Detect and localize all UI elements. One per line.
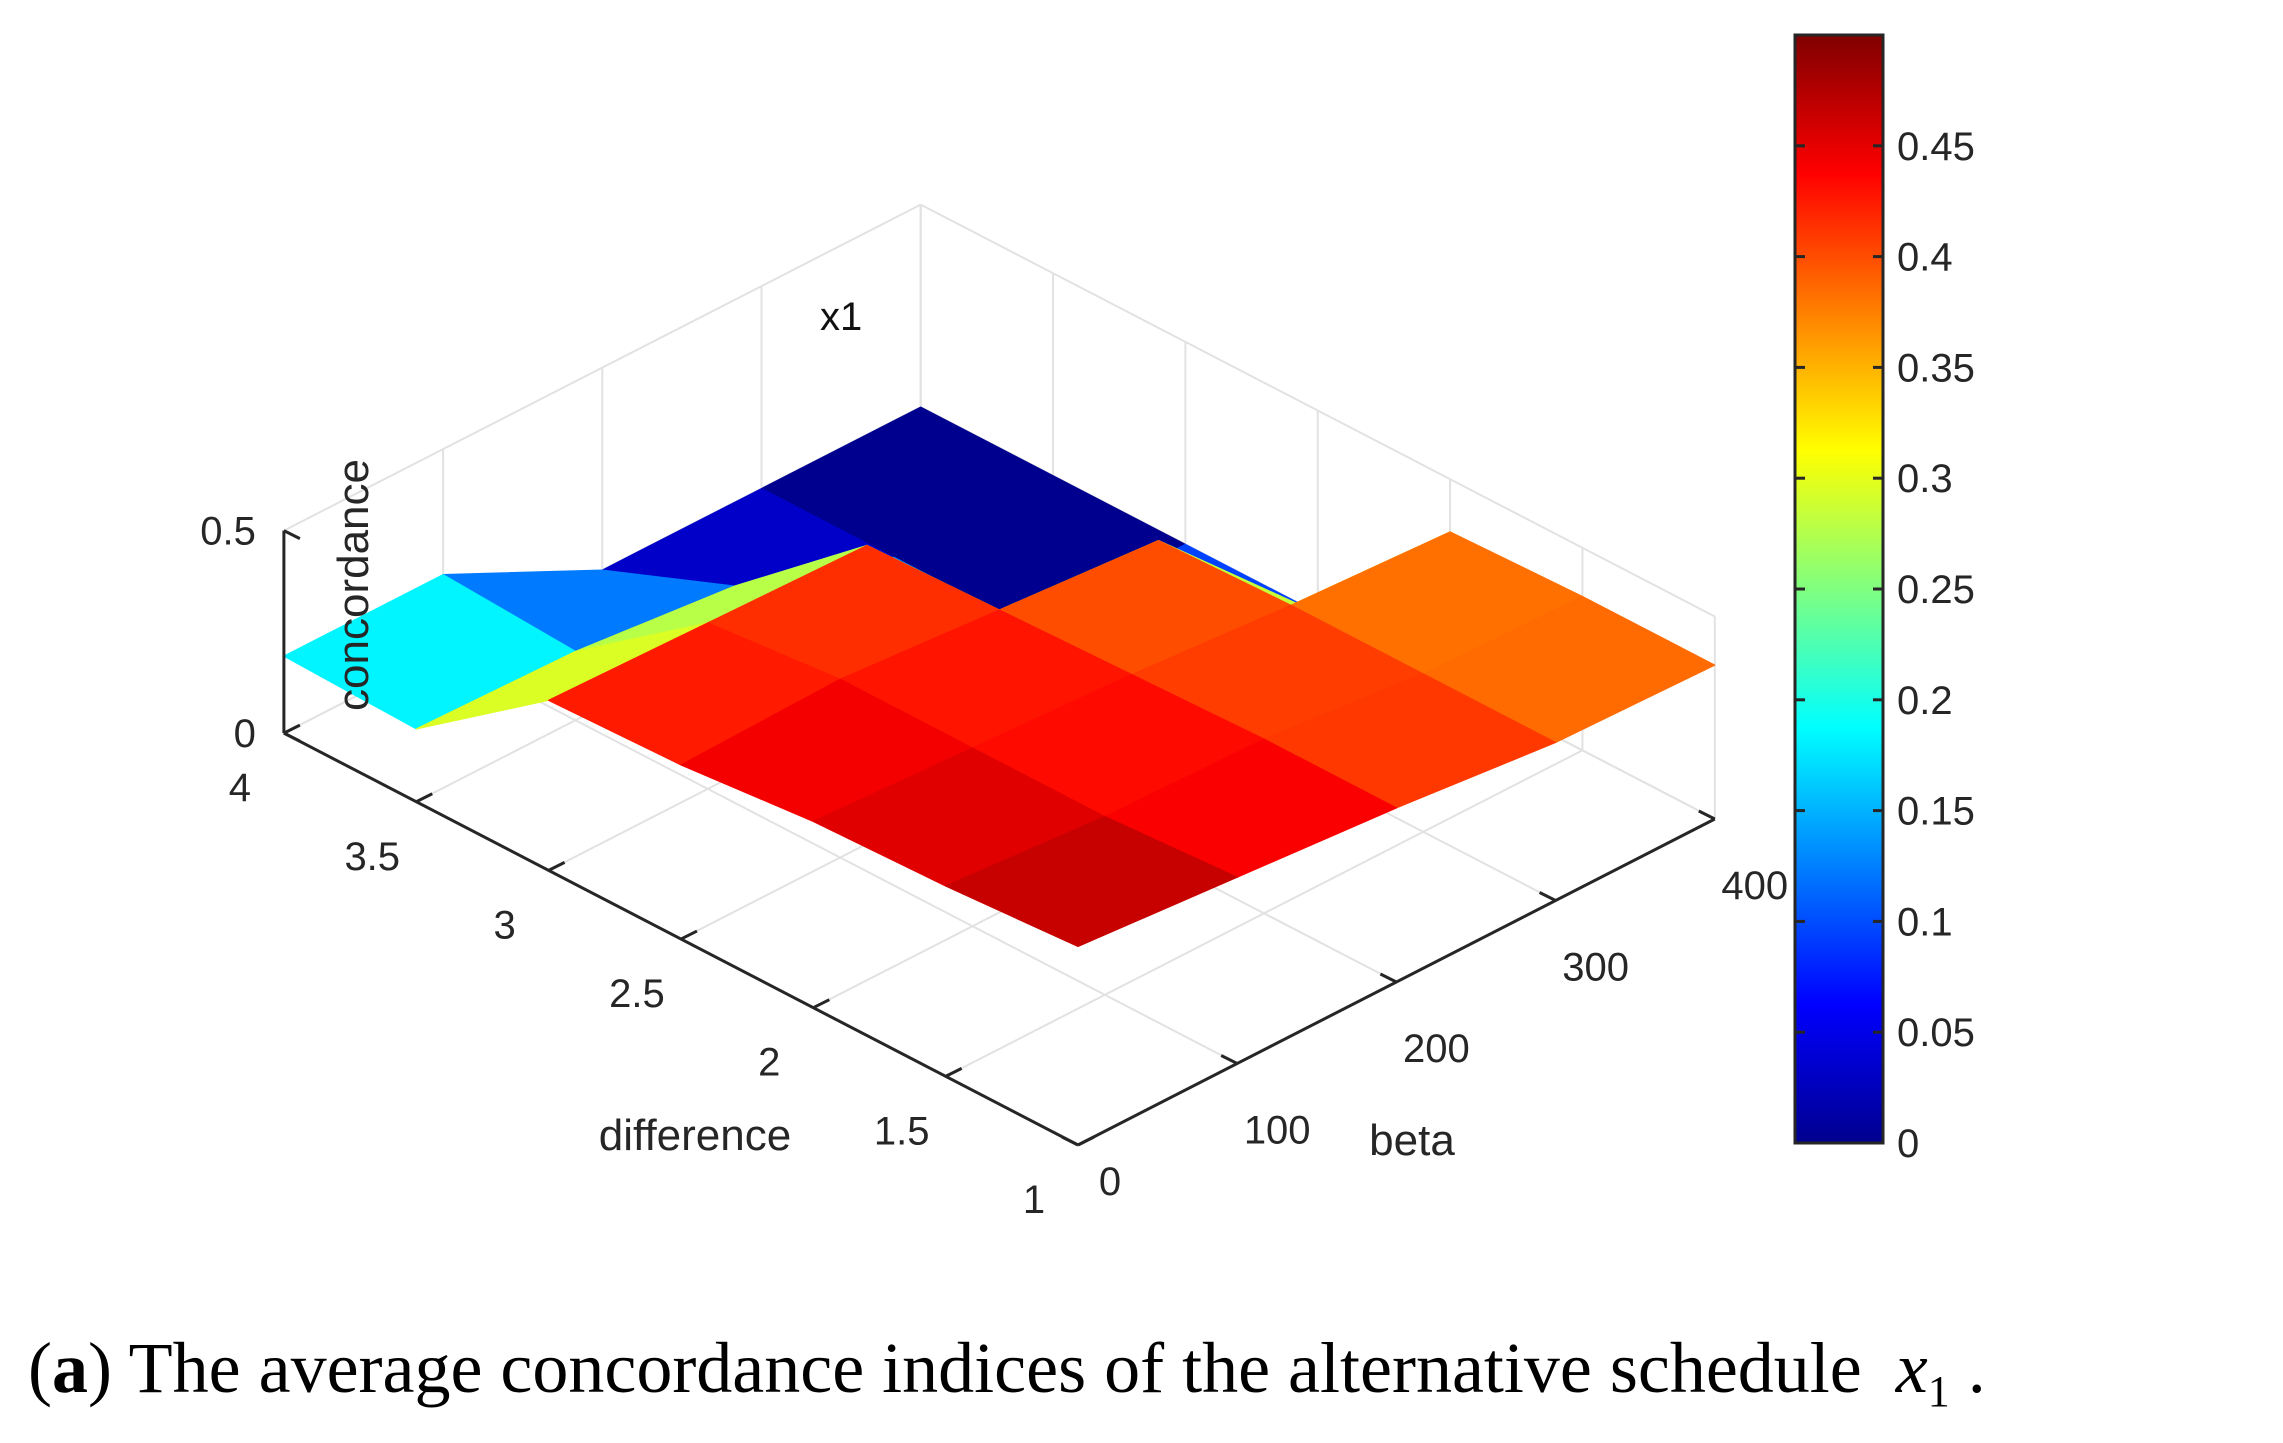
caption-subscript: 1 xyxy=(1928,1367,1950,1416)
axes: 0 100 200 300 400 1 1.5 2 2.5 3 3.5 4 0 0.5 xyxy=(200,510,1788,1222)
colorbar-tick-label: 0.1 xyxy=(1897,900,1953,944)
colorbar-tick-label: 0.35 xyxy=(1897,346,1975,390)
colorbar-tick-label: 0 xyxy=(1897,1122,1919,1166)
grid-line-z xyxy=(283,203,922,532)
concordance-tick xyxy=(283,529,301,540)
difference-tick-label: 2.5 xyxy=(609,972,665,1016)
caption-variable: x xyxy=(1895,1328,1928,1408)
difference-tick xyxy=(1077,1135,1095,1147)
surface-patch xyxy=(944,816,1238,948)
beta-tick-label: 200 xyxy=(1403,1027,1470,1071)
caption-text: The average concordance indices of the a… xyxy=(112,1328,1880,1408)
colorbar-tick-label: 0.05 xyxy=(1897,1011,1975,1055)
beta-tick-label: 400 xyxy=(1721,864,1788,908)
beta-tick-label: 300 xyxy=(1562,946,1629,990)
concordance-tick-label: 0.5 xyxy=(200,510,256,554)
difference-tick xyxy=(944,1067,963,1078)
figure-caption: (a) The average concordance indices of t… xyxy=(28,1328,1986,1416)
colorbar-tick-label: 0.45 xyxy=(1897,125,1975,169)
colorbar-gradient xyxy=(1793,33,1885,1145)
difference-tick xyxy=(812,998,830,1010)
caption-label: a xyxy=(52,1328,88,1408)
difference-tick xyxy=(680,929,698,941)
grid-line-z xyxy=(920,203,1716,618)
difference-tick-label: 3 xyxy=(493,903,515,947)
beta-tick xyxy=(1538,891,1557,902)
concordance-tick-label: 0 xyxy=(234,712,256,756)
difference-tick-label: 2 xyxy=(758,1041,780,1085)
y-axis-label: difference xyxy=(599,1111,791,1160)
grid-line-difference xyxy=(945,749,1583,1078)
beta-tick xyxy=(1220,1054,1238,1065)
beta-tick-label: 100 xyxy=(1244,1109,1311,1153)
z-axis-label: concordance xyxy=(329,459,378,711)
colorbar-tick-label: 0.15 xyxy=(1897,790,1975,834)
beta-tick xyxy=(1379,972,1398,984)
beta-tick xyxy=(1698,809,1716,821)
caption-end: . xyxy=(1950,1328,1986,1408)
difference-tick xyxy=(283,723,301,735)
colorbar: 0 0.05 0.1 0.15 0.2 0.25 0.3 0.35 0.4 0.45 xyxy=(1793,33,1975,1166)
difference-tick-label: 1 xyxy=(1023,1178,1045,1222)
difference-tick-label: 4 xyxy=(229,766,251,810)
surface-plot xyxy=(283,406,1716,948)
difference-tick xyxy=(415,792,433,804)
beta-tick xyxy=(1061,1135,1079,1147)
beta-tick-label: 0 xyxy=(1099,1160,1121,1204)
colorbar-tick-label: 0.4 xyxy=(1897,236,1953,280)
difference-tick xyxy=(547,861,566,872)
caption-close-paren: ) xyxy=(88,1328,112,1408)
caption-open-paren: ( xyxy=(28,1328,52,1408)
difference-tick-label: 1.5 xyxy=(874,1109,930,1153)
colorbar-tick-label: 0.2 xyxy=(1897,679,1953,723)
difference-tick-label: 3.5 xyxy=(344,835,400,879)
colorbar-tick-label: 0.25 xyxy=(1897,568,1975,612)
concordance-tick xyxy=(283,731,301,743)
plot-title: x1 xyxy=(820,295,862,339)
x-axis-label: beta xyxy=(1369,1116,1455,1165)
colorbar-tick-label: 0.3 xyxy=(1897,457,1953,501)
